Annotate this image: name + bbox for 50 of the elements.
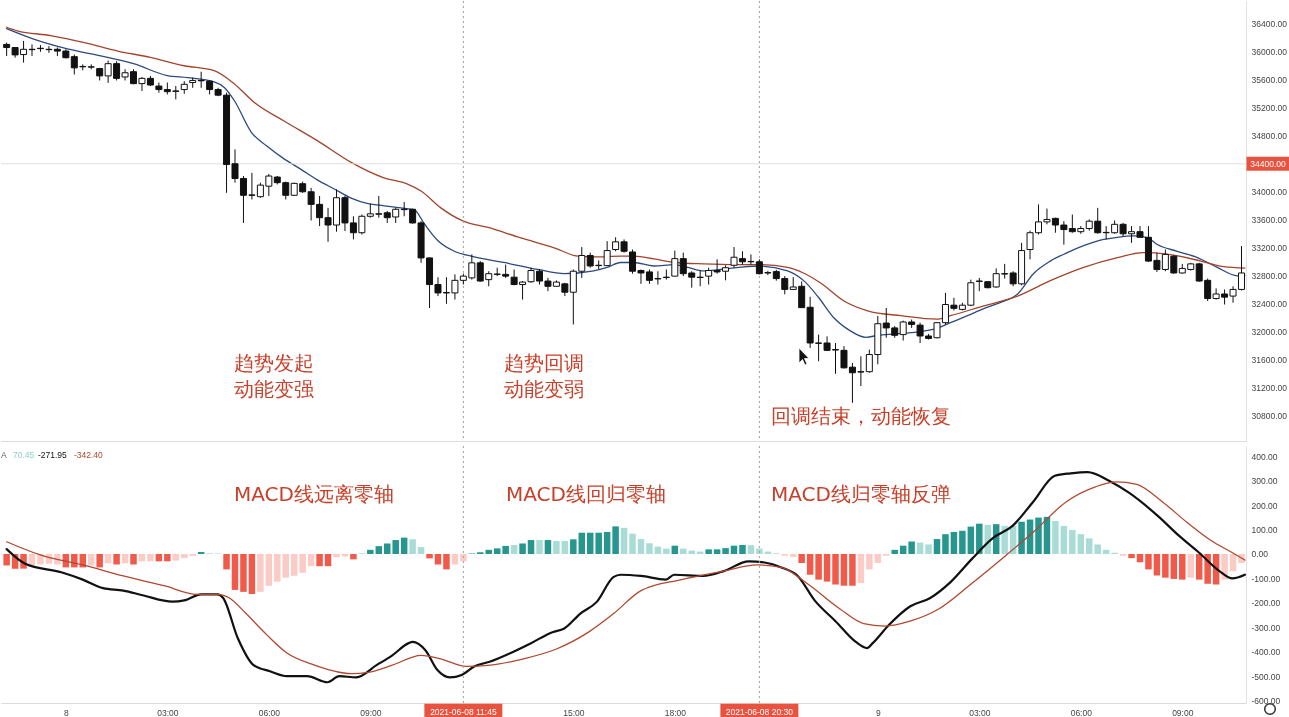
annotation: A	[1, 450, 7, 460]
x-tick-label: 09:00	[360, 707, 382, 717]
y-tick-label: 35200.00	[1251, 103, 1288, 114]
annotation: MACD线归零轴反弹	[771, 482, 951, 506]
y-tick-label: 34800.00	[1251, 131, 1288, 142]
y-tick-label: -300.00	[1251, 622, 1281, 633]
y-tick-label: 200.00	[1251, 500, 1278, 511]
x-tick-label: 15:00	[563, 707, 585, 717]
y-tick-label: 0.00	[1251, 549, 1269, 560]
y-tick-label: -100.00	[1251, 573, 1281, 584]
annotation: MACD线远离零轴	[234, 482, 394, 506]
y-tick-label: -400.00	[1251, 647, 1281, 658]
x-tick-label: 8	[63, 707, 69, 717]
x-tick-label: 18:00	[664, 707, 687, 717]
annotation: 动能变强	[234, 377, 314, 401]
y-tick-label: 30800.00	[1251, 411, 1288, 422]
annotation: 动能变弱	[504, 377, 584, 401]
ref-line-label: 2021-06-08 11:45	[430, 707, 497, 717]
y-tick-label: 32400.00	[1251, 299, 1288, 310]
y-tick-label: 31200.00	[1251, 383, 1288, 394]
y-tick-label: 32800.00	[1251, 271, 1288, 282]
y-tick-label: -200.00	[1251, 598, 1281, 609]
y-tick-label: -600.00	[1251, 696, 1281, 707]
annotation: -342.40	[74, 450, 104, 460]
y-tick-label: 36400.00	[1251, 19, 1288, 30]
ref-line-label: 2021-06-08 20:30	[725, 707, 794, 717]
annotation: 70.45	[13, 450, 35, 460]
annotation: -271.95	[38, 450, 68, 460]
ref-line-label: 34400.00	[1250, 158, 1286, 169]
y-tick-label: 31600.00	[1251, 355, 1288, 366]
y-tick-label: -500.00	[1251, 671, 1281, 682]
x-tick-label: 06:00	[258, 707, 281, 717]
x-tick-label: 9	[875, 707, 881, 717]
y-tick-label: 36000.00	[1251, 47, 1288, 58]
y-tick-label: 35600.00	[1251, 75, 1288, 86]
y-tick-label: 33200.00	[1251, 243, 1288, 254]
annotation: 趋势发起	[234, 351, 314, 375]
x-tick-label: 03:00	[969, 707, 991, 717]
y-tick-label: 400.00	[1251, 451, 1278, 462]
x-tick-label: 06:00	[1070, 707, 1093, 717]
annotation: MACD线回归零轴	[506, 482, 666, 506]
y-tick-label: 34000.00	[1251, 187, 1288, 198]
x-tick-label: 09:00	[1172, 707, 1194, 717]
x-tick-label: 03:00	[157, 707, 179, 717]
annotation: 趋势回调	[504, 351, 584, 375]
y-tick-label: 33600.00	[1251, 215, 1288, 226]
y-tick-label: 300.00	[1251, 476, 1278, 487]
y-tick-label: 32000.00	[1251, 327, 1288, 338]
y-tick-label: 100.00	[1251, 525, 1278, 536]
annotation: 回调结束，动能恢复	[771, 404, 951, 428]
